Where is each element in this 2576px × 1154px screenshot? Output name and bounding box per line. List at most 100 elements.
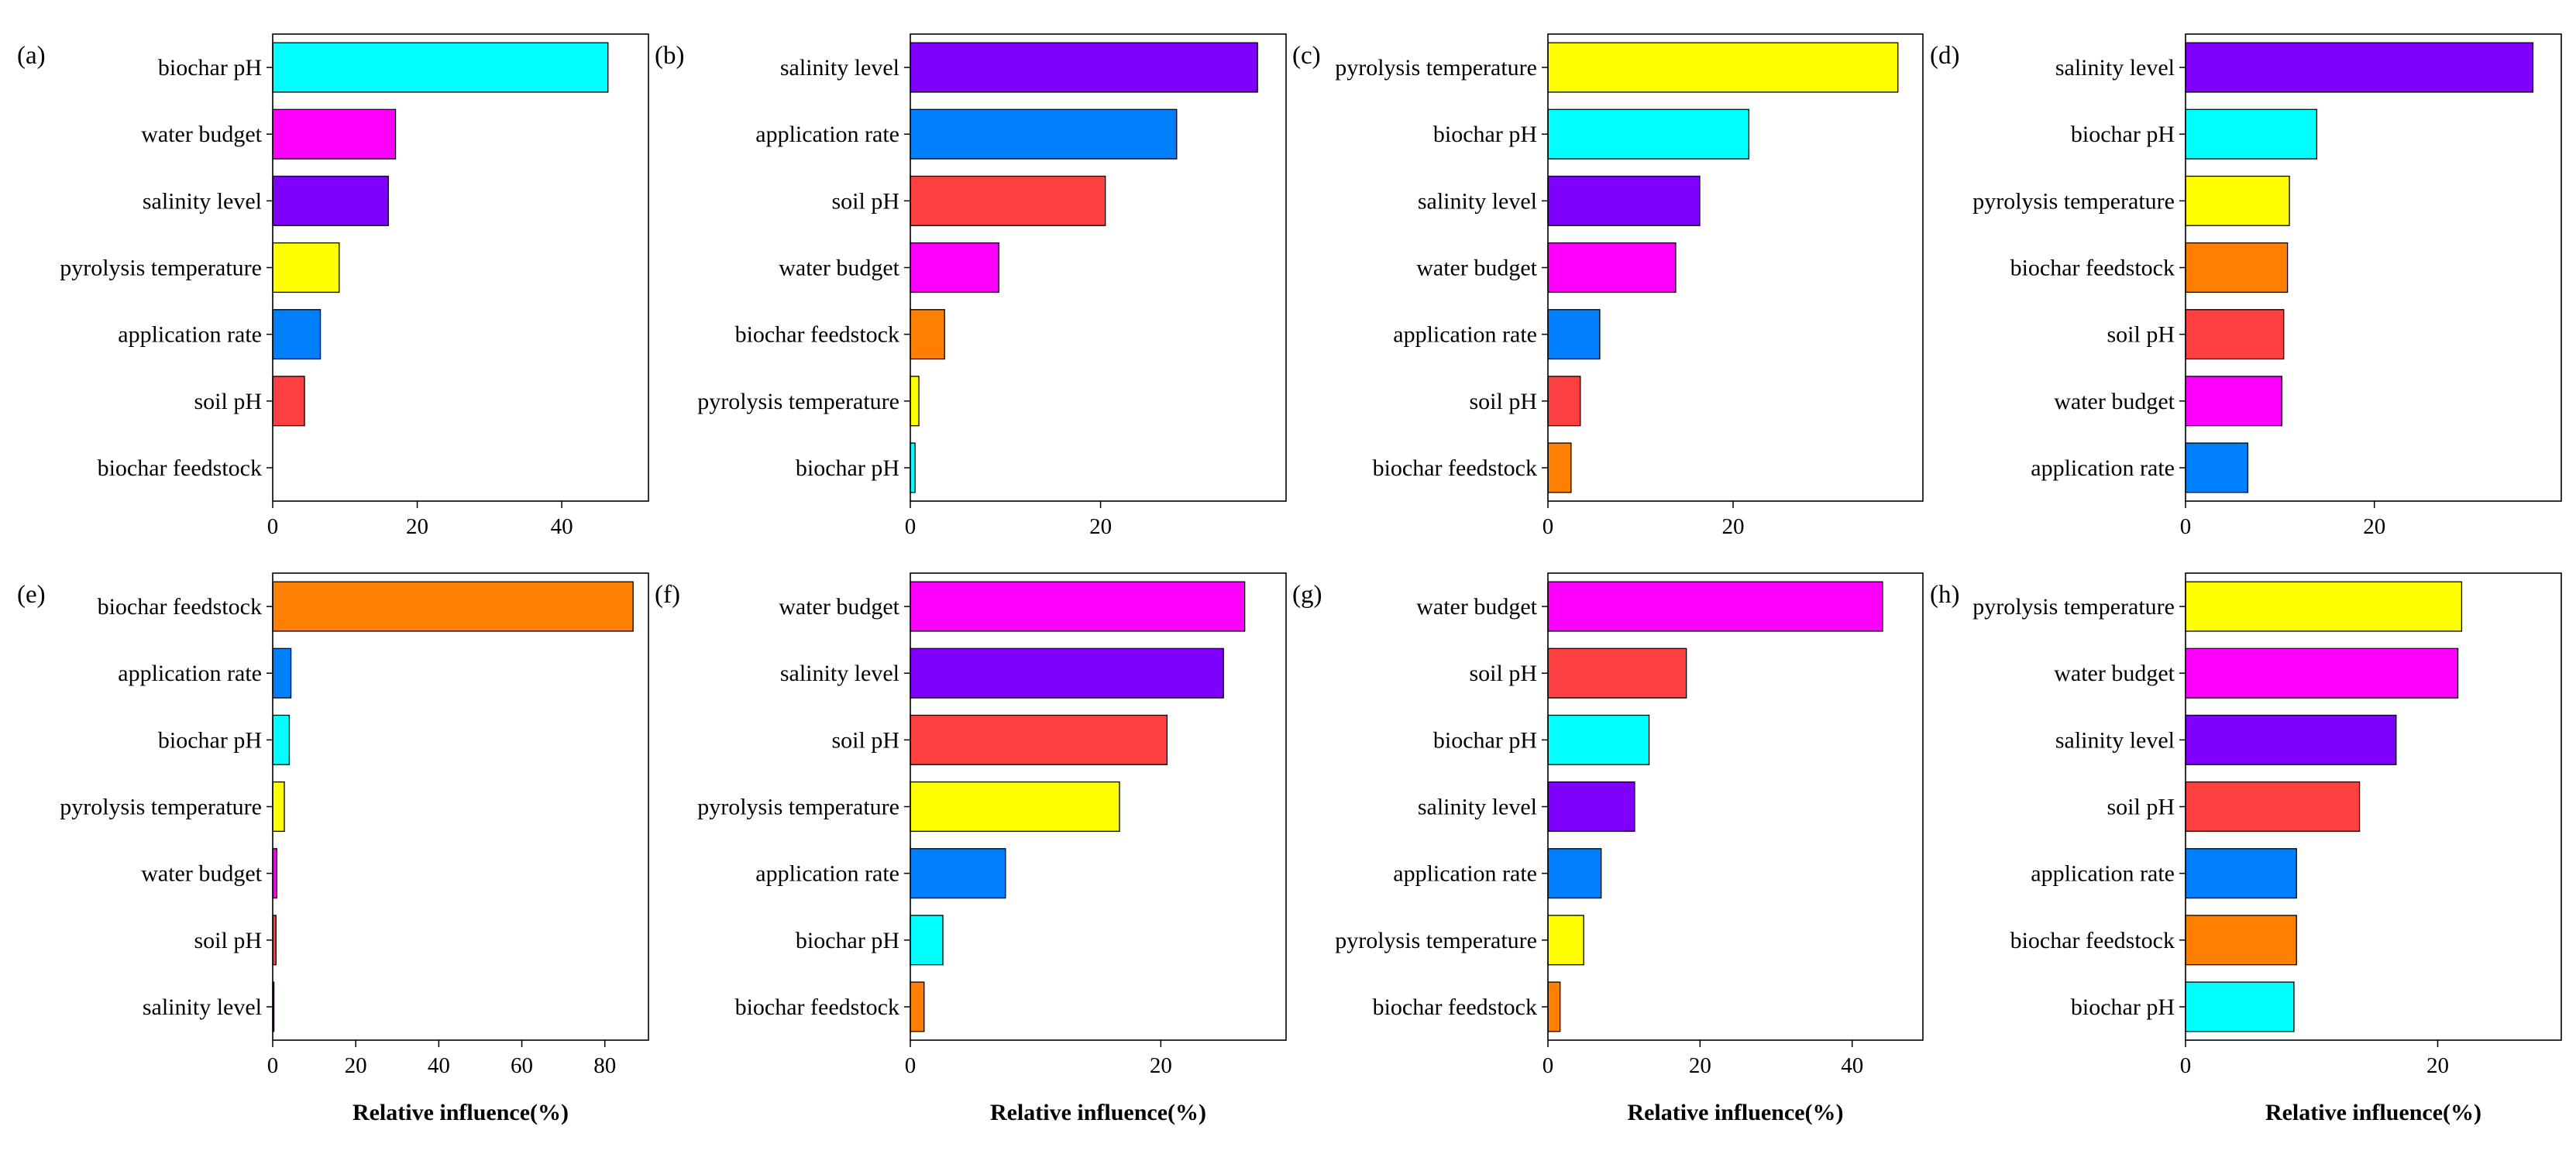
xtick-label-e-80: 80	[593, 1053, 616, 1078]
panel-label-d: (d)	[1930, 42, 1959, 70]
xtick-label-e-20: 20	[345, 1053, 367, 1078]
xtick-label-c-20: 20	[1722, 514, 1745, 539]
panel-h: (h) pyrolysis temperature water budget sali…	[1930, 572, 2562, 1125]
bar-c-biochar-ph	[1547, 108, 1749, 160]
bar-d-salinity-level	[2185, 42, 2534, 93]
bar-d-biochar-feedstock	[2185, 242, 2289, 294]
bar-g-soil-ph	[1547, 647, 1687, 699]
category-label-a-biochar-ph: biochar pH	[158, 55, 262, 81]
category-label-g-salinity-level: salinity level	[1418, 795, 1537, 820]
bar-f-salinity-level	[910, 647, 1224, 699]
category-label-g-application-rate: application rate	[1393, 861, 1537, 887]
category-label-e-pyrolysis-temperature: pyrolysis temperature	[60, 795, 262, 820]
xtick-label-a-0: 0	[267, 514, 279, 539]
bar-a-application-rate	[272, 309, 322, 360]
plot-frame-h	[2185, 572, 2562, 1041]
category-label-c-water-budget: water budget	[1416, 256, 1537, 281]
bar-a-water-budget	[272, 108, 397, 160]
category-label-a-pyrolysis-temperature: pyrolysis temperature	[60, 256, 262, 281]
panel-label-e: (e)	[17, 581, 46, 609]
category-label-c-salinity-level: salinity level	[1418, 188, 1537, 214]
bar-e-pyrolysis-temperature	[272, 781, 285, 833]
category-label-h-soil-ph: soil pH	[2107, 795, 2175, 820]
category-label-b-pyrolysis-temperature: pyrolysis temperature	[697, 389, 899, 414]
category-label-c-biochar-feedstock: biochar feedstock	[1373, 455, 1537, 481]
bar-f-soil-ph	[910, 714, 1168, 765]
category-label-h-salinity-level: salinity level	[2055, 727, 2175, 753]
bar-c-biochar-feedstock	[1547, 442, 1572, 493]
bar-b-pyrolysis-temperature	[910, 376, 920, 427]
category-label-a-water-budget: water budget	[141, 122, 262, 147]
xtick-label-d-20: 20	[2363, 514, 2385, 539]
bar-g-salinity-level	[1547, 781, 1635, 833]
bar-f-biochar-ph	[910, 915, 944, 966]
xtick-label-g-40: 40	[1841, 1053, 1863, 1078]
plot-frame-g	[1547, 572, 1924, 1041]
bar-f-biochar-feedstock	[910, 981, 925, 1032]
bar-c-salinity-level	[1547, 175, 1701, 226]
category-label-b-water-budget: water budget	[779, 256, 899, 281]
category-label-d-application-rate: application rate	[2031, 455, 2175, 481]
bar-f-water-budget	[910, 581, 1246, 632]
category-label-b-soil-ph: soil pH	[831, 188, 899, 214]
xtick-label-g-20: 20	[1689, 1053, 1711, 1078]
category-label-b-salinity-level: salinity level	[780, 55, 899, 81]
bar-h-water-budget	[2185, 647, 2459, 699]
category-label-a-soil-ph: soil pH	[194, 389, 262, 414]
x-axis-title-h: Relative influence(%)	[2265, 1100, 2481, 1125]
bar-f-pyrolysis-temperature	[910, 781, 1120, 833]
panel-f: (f) water budget salinity level soil pH pyro…	[655, 572, 1287, 1125]
bar-h-biochar-ph	[2185, 981, 2295, 1032]
bar-e-application-rate	[272, 647, 292, 699]
panel-label-f: (f)	[655, 581, 680, 609]
bar-c-soil-ph	[1547, 376, 1581, 427]
x-axis-title-e: Relative influence(%)	[353, 1100, 569, 1125]
bar-e-biochar-feedstock	[272, 581, 634, 632]
panel-c: (c) pyrolysis temperature biochar pH salini…	[1292, 33, 1924, 539]
category-label-g-pyrolysis-temperature: pyrolysis temperature	[1335, 928, 1537, 953]
plot-frame-f	[910, 572, 1287, 1041]
plot-frame-c	[1547, 33, 1924, 502]
xtick-label-h-0: 0	[2180, 1053, 2192, 1078]
x-axis-title-f: Relative influence(%)	[990, 1100, 1206, 1125]
category-label-d-soil-ph: soil pH	[2107, 322, 2175, 348]
bar-d-application-rate	[2185, 442, 2249, 493]
xtick-label-e-40: 40	[428, 1053, 450, 1078]
xtick-label-b-0: 0	[905, 514, 917, 539]
xtick-label-f-20: 20	[1150, 1053, 1172, 1078]
category-label-f-water-budget: water budget	[779, 594, 899, 620]
xtick-label-g-0: 0	[1543, 1053, 1554, 1078]
bar-c-application-rate	[1547, 309, 1601, 360]
panel-label-h: (h)	[1930, 581, 1959, 609]
bar-g-water-budget	[1547, 581, 1883, 632]
bar-g-biochar-ph	[1547, 714, 1650, 765]
panel-b: (b) salinity level application rate soil pH…	[655, 33, 1287, 539]
category-label-e-application-rate: application rate	[118, 661, 262, 686]
plot-frame-a	[272, 33, 649, 502]
bar-e-water-budget	[272, 848, 278, 899]
category-label-a-salinity-level: salinity level	[143, 188, 262, 214]
bar-h-application-rate	[2185, 848, 2297, 899]
xtick-label-h-20: 20	[2426, 1053, 2449, 1078]
panel-d: (d) salinity level biochar pH pyrolysis tem…	[1930, 33, 2562, 539]
bar-f-application-rate	[910, 848, 1006, 899]
category-label-f-biochar-feedstock: biochar feedstock	[735, 994, 899, 1020]
category-label-d-water-budget: water budget	[2054, 389, 2175, 414]
xtick-label-e-60: 60	[511, 1053, 533, 1078]
bar-h-salinity-level	[2185, 714, 2397, 765]
bar-c-pyrolysis-temperature	[1547, 42, 1899, 93]
category-label-d-salinity-level: salinity level	[2055, 55, 2175, 81]
category-label-c-pyrolysis-temperature: pyrolysis temperature	[1335, 55, 1537, 81]
bar-c-water-budget	[1547, 242, 1677, 294]
bar-d-soil-ph	[2185, 309, 2285, 360]
bar-b-water-budget	[910, 242, 999, 294]
plot-frame-d	[2185, 33, 2562, 502]
category-label-h-biochar-ph: biochar pH	[2071, 994, 2175, 1020]
category-label-b-application-rate: application rate	[755, 122, 899, 147]
bar-g-pyrolysis-temperature	[1547, 915, 1584, 966]
category-label-h-application-rate: application rate	[2031, 861, 2175, 887]
bar-a-biochar-ph	[272, 42, 609, 93]
category-label-a-application-rate: application rate	[118, 322, 262, 348]
bar-d-pyrolysis-temperature	[2185, 175, 2290, 226]
